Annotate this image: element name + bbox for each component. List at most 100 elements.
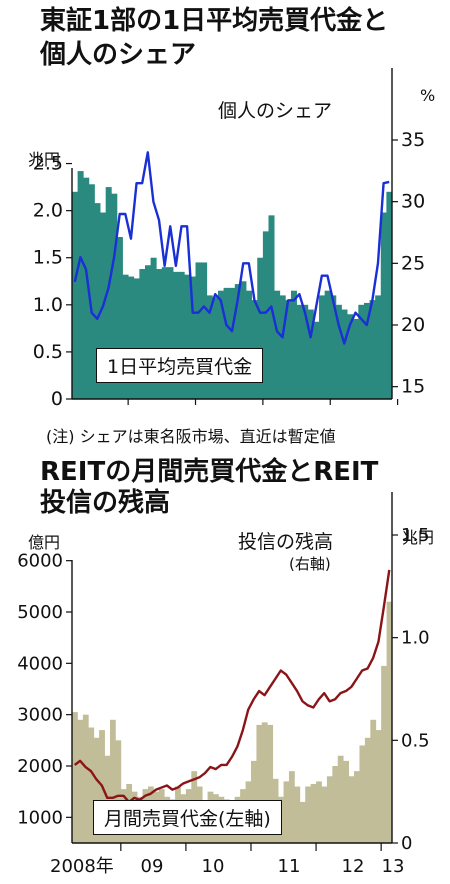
chart1-bar (257, 257, 264, 399)
chart1-bar (77, 171, 84, 399)
chart2-title-line1: REITの月間売買代金とREIT (40, 457, 379, 487)
chart1-left-tick-label: 1.0 (33, 294, 63, 316)
chart1-line-label: 個人のシェア (218, 100, 333, 122)
chart1-bar (195, 262, 202, 399)
chart1-bar (223, 287, 230, 399)
chart1-line-series (73, 151, 390, 345)
chart1-right-tick-label: 25 (401, 252, 425, 274)
chart1-bar (307, 309, 314, 399)
chart1-right-tick-label: 30 (401, 191, 425, 213)
chart1-bar (105, 187, 112, 399)
chart2-bar (337, 755, 344, 843)
chart1-bar (94, 203, 101, 399)
chart1-bar (150, 257, 157, 399)
chart1-bar (335, 304, 342, 399)
chart2-left-tick-label: 3000 (17, 705, 63, 726)
chart2-bar (359, 745, 366, 843)
chart2-left-tick-label: 1000 (17, 807, 63, 828)
chart1-title-line2: 個人のシェア (40, 40, 197, 70)
chart2-x-tick-label: 12 (342, 856, 365, 877)
chart2-bar (294, 786, 301, 843)
chart1-left-tick-label: 2.0 (33, 200, 63, 222)
chart2-bar (310, 783, 317, 843)
chart2-bar (381, 665, 387, 843)
chart2-x-tick-label: 10 (202, 856, 225, 877)
chart2-bar (370, 719, 377, 843)
chart1-note: (注) シェアは東名阪市場、直近は暫定値 (46, 427, 336, 446)
chart1-bar (290, 290, 297, 399)
chart1-left-tick-label: 1.5 (33, 247, 63, 269)
chart2-line-sub: (右軸) (289, 555, 331, 573)
chart1-right-unit: % (420, 86, 436, 105)
chart1-bar (122, 274, 129, 399)
chart1-bar (139, 269, 146, 399)
chart2-bar (326, 776, 333, 843)
chart2-bar (104, 755, 111, 843)
chart1-bar (313, 321, 320, 399)
chart1-bar (279, 295, 286, 399)
chart1-bar (386, 191, 393, 399)
chart1-bar (341, 309, 348, 399)
chart1-bar (178, 271, 185, 399)
chart2-x-tick-label: 2008年 (50, 856, 114, 877)
chart2-bar (115, 740, 122, 843)
chart2-line-label: 投信の残高 (238, 531, 334, 553)
chart1-bar (369, 300, 376, 399)
chart2-bar (343, 760, 350, 843)
chart2-right-tick-label: 1.5 (401, 525, 430, 546)
chart2-bar (72, 712, 78, 843)
chart2-bar (288, 771, 295, 843)
chart1-bar (72, 191, 79, 399)
chart1-bar (217, 290, 224, 399)
chart1-bar (240, 281, 247, 399)
chart2-bar-legend: 月間売買代金(左軸) (93, 800, 282, 835)
chart2-bar (316, 781, 322, 843)
chart2-left-unit: 億円 (28, 533, 61, 552)
chart2-bar (305, 786, 312, 843)
chart1-bar (161, 267, 168, 399)
chart1-bar (88, 184, 95, 399)
chart2-left-tick-label: 4000 (17, 653, 63, 674)
chart1-right-tick-label: 20 (401, 314, 425, 336)
chart1-bar (296, 304, 303, 399)
chart1-left-unit: 兆円 (28, 150, 61, 169)
chart1-bar (156, 269, 163, 399)
chart1-bar (229, 287, 236, 399)
chart2-left-tick-label: 2000 (17, 756, 63, 777)
chart1-bar (285, 300, 292, 399)
chart1-bar (189, 276, 196, 399)
chart1-bar (111, 193, 118, 399)
chart1-bar (246, 290, 253, 399)
chart1-bar (116, 237, 123, 399)
chart1-bar (347, 314, 354, 399)
chart1-left-tick-label: 2.5 (33, 153, 63, 175)
chart1-bar (262, 231, 269, 399)
chart1-bar (184, 274, 191, 399)
chart2-bar (261, 722, 268, 843)
chart1-left-tick-label: 0 (51, 388, 63, 410)
chart2-bar (77, 719, 84, 843)
chart1-bar (234, 284, 241, 399)
chart1-right-tick-label: 15 (401, 376, 425, 398)
chart1-bar (375, 295, 382, 399)
chart1-bar (324, 290, 331, 399)
chart2-bar (321, 786, 328, 843)
chart1-bar (144, 265, 151, 399)
chart2-right-tick-label: 0.5 (401, 730, 430, 751)
chart1-bar (380, 212, 387, 399)
chart1-left-tick-label: 0.5 (33, 341, 63, 363)
chart2-right-unit: 兆円 (402, 528, 435, 547)
chart2-left-tick-label: 6000 (17, 551, 63, 572)
chart1-bar (330, 295, 337, 399)
chart2-bar (82, 714, 89, 843)
chart2-right-tick-label: 1.0 (401, 628, 430, 649)
chart2-bar (93, 737, 100, 843)
chart2-bar (375, 730, 382, 843)
chart2-left-tick-label: 5000 (17, 602, 63, 623)
chart2-bar (299, 801, 306, 843)
chart2-x-tick-label: 09 (141, 856, 164, 877)
chart2-bar (364, 737, 371, 843)
chart1-bar (363, 302, 370, 399)
chart2-title-line2: 投信の残高 (40, 488, 171, 518)
